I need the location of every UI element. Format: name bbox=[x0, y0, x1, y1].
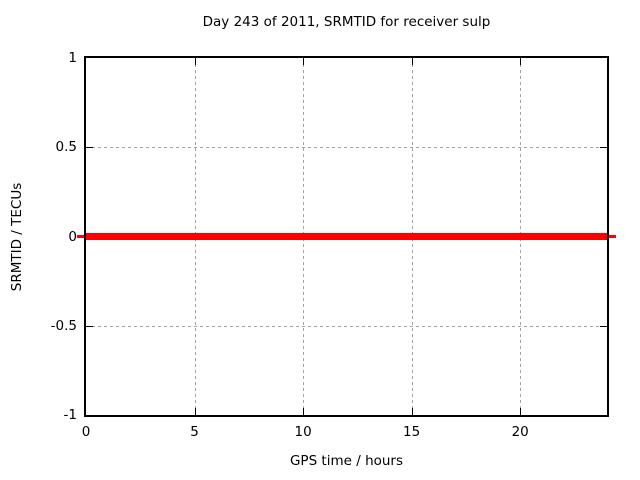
gridline-horizontal bbox=[86, 147, 607, 149]
x-tick-label: 20 bbox=[511, 424, 529, 440]
data-series-overhang-left bbox=[77, 235, 84, 238]
x-tick-mark-top bbox=[194, 58, 196, 65]
y-tick-mark-right bbox=[600, 147, 607, 149]
x-tick-label: 0 bbox=[81, 424, 91, 440]
y-tick-label: -1 bbox=[63, 407, 77, 423]
data-series-line bbox=[86, 233, 607, 240]
data-series-overhang-right bbox=[609, 235, 616, 238]
x-axis-label: GPS time / hours bbox=[289, 453, 404, 469]
x-tick-mark-bottom bbox=[411, 408, 413, 415]
x-tick-mark-bottom bbox=[303, 408, 305, 415]
y-tick-mark-right bbox=[600, 325, 607, 327]
y-axis-label: SRMTID / TECUs bbox=[9, 182, 25, 292]
gridline-horizontal bbox=[86, 325, 607, 327]
y-tick-mark-left bbox=[86, 147, 93, 149]
y-tick-label: 0 bbox=[68, 228, 77, 245]
x-tick-mark-top bbox=[411, 58, 413, 65]
chart-title: Day 243 of 2011, SRMTID for receiver sul… bbox=[202, 14, 491, 30]
x-tick-label: 10 bbox=[294, 424, 312, 440]
plot-area bbox=[77, 56, 616, 417]
y-tick-label: 0.5 bbox=[55, 139, 77, 156]
x-tick-label: 15 bbox=[403, 424, 421, 440]
x-tick-mark-top bbox=[520, 58, 522, 65]
y-tick-mark-left bbox=[86, 325, 93, 327]
x-tick-label: 5 bbox=[190, 424, 199, 440]
x-tick-mark-bottom bbox=[520, 408, 522, 415]
x-tick-mark-top bbox=[303, 58, 305, 65]
y-tick-label: -0.5 bbox=[50, 317, 77, 334]
y-tick-label: 1 bbox=[68, 50, 77, 66]
x-tick-mark-bottom bbox=[194, 408, 196, 415]
